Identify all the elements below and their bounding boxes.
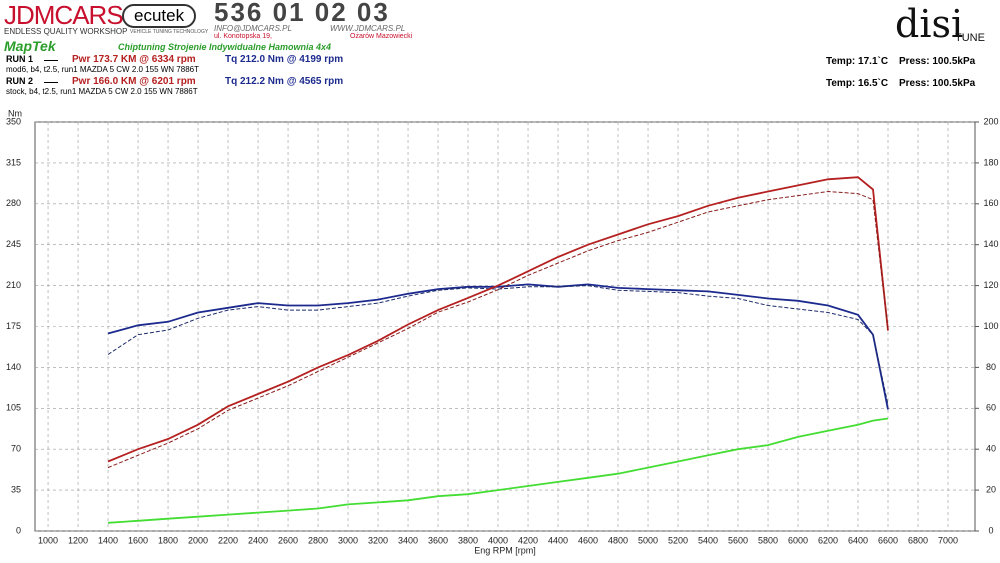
run-torque: Tq 212.0 Nm @ 4199 rpm [225,54,344,65]
ecutek-tagline: VEHICLE TUNING TECHNOLOGY [130,29,209,35]
phone: 536 01 02 03 [214,0,390,27]
x-tick-label: 1200 [68,535,88,545]
x-tick-label: 7000 [938,535,958,545]
x-tick-label: 2200 [218,535,238,545]
legend-line [44,82,58,83]
x-tick-label: 3600 [428,535,448,545]
y2-tick-label: 100 [983,321,998,331]
x-tick-label: 5800 [758,535,778,545]
tune-logo: TUNE [955,32,985,44]
y2-tick-label: 0 [988,525,993,535]
y2-tick-label: 80 [986,362,996,372]
x-tick-label: 4800 [608,535,628,545]
city: Ożarów Mazowiecki [350,33,413,40]
brand: JDMCARS [4,0,124,30]
y-tick-label: 35 [11,484,21,494]
y-tick-label: 245 [6,239,21,249]
street: ul. Konotopska 19, [214,33,272,40]
website: WWW.JDMCARS.PL [330,24,406,33]
run-press: Press: 100.5kPa [899,56,976,67]
x-tick-label: 2800 [308,535,328,545]
x-tick-label: 5200 [668,535,688,545]
y-tick-label: 350 [6,116,21,126]
run-temp: Temp: 16.5`C [826,78,889,89]
x-tick-label: 1600 [128,535,148,545]
x-tick-label: 4200 [518,535,538,545]
y-tick-label: 280 [6,198,21,208]
y-tick-label: 105 [6,403,21,413]
y2-tick-label: 180 [983,157,998,167]
x-tick-label: 5000 [638,535,658,545]
run-power: Pwr 173.7 KM @ 6334 rpm [72,54,196,65]
x-tick-label: 4600 [578,535,598,545]
x-tick-label: 3800 [458,535,478,545]
x-tick-label: 4000 [488,535,508,545]
x-tick-label: 5600 [728,535,748,545]
y2-tick-label: 40 [986,444,996,454]
x-tick-label: 4400 [548,535,568,545]
x-tick-label: 5400 [698,535,718,545]
y-tick-label: 0 [16,525,21,535]
disi-logo: disi [895,2,964,46]
run-temp: Temp: 17.1`C [826,56,889,67]
x-tick-label: 6200 [818,535,838,545]
y2-tick-label: 60 [986,403,996,413]
y-axis-label: Nm [8,108,22,118]
x-tick-label: 2400 [248,535,268,545]
y-tick-label: 175 [6,321,21,331]
y-tick-label: 315 [6,157,21,167]
y2-tick-label: 200 [983,116,998,126]
y-tick-label: 70 [11,444,21,454]
y-tick-label: 140 [6,362,21,372]
x-tick-label: 1400 [98,535,118,545]
y2-tick-label: 20 [986,484,996,494]
run-label: RUN 2 [6,76,34,86]
data-line [107,283,889,410]
email: INFO@JDMCARS.PL [214,24,292,33]
x-tick-label: 2000 [188,535,208,545]
x-tick-label: 6800 [908,535,928,545]
x-tick-label: 6000 [788,535,808,545]
x-axis-label: Eng RPM [rpm] [474,545,536,555]
y2-tick-label: 140 [983,239,998,249]
run-desc: mod6, b4, t2.5, run1 MAZDA 5 CW 2.0 155 … [6,65,199,74]
data-line [107,417,889,524]
y2-tick-label: 120 [983,280,998,290]
x-tick-label: 6400 [848,535,868,545]
x-tick-label: 3000 [338,535,358,545]
x-tick-label: 3400 [398,535,418,545]
data-line [107,190,889,469]
maptek: MapTek [4,38,56,54]
legend-line [44,60,58,61]
x-tick-label: 1800 [158,535,178,545]
data-line [107,285,889,405]
y-tick-label: 210 [6,280,21,290]
run-power: Pwr 166.0 KM @ 6201 rpm [72,76,196,87]
run-press: Press: 100.5kPa [899,78,976,89]
x-tick-label: 1000 [38,535,58,545]
run-torque: Tq 212.2 Nm @ 4565 rpm [225,76,344,87]
services: Chiptuning Strojenie Indywidualne Hamown… [118,42,332,52]
ecutek: ecutek [122,4,197,28]
brand-tagline: ENDLESS QUALITY WORKSHOP [4,27,128,36]
y2-tick-label: 160 [983,198,998,208]
x-tick-label: 3200 [368,535,388,545]
data-line [107,176,889,463]
x-tick-label: 6600 [878,535,898,545]
x-tick-label: 2600 [278,535,298,545]
run-desc: stock, b4, t2.5, run1 MAZDA 5 CW 2.0 155… [6,87,198,96]
run-label: RUN 1 [6,54,34,64]
